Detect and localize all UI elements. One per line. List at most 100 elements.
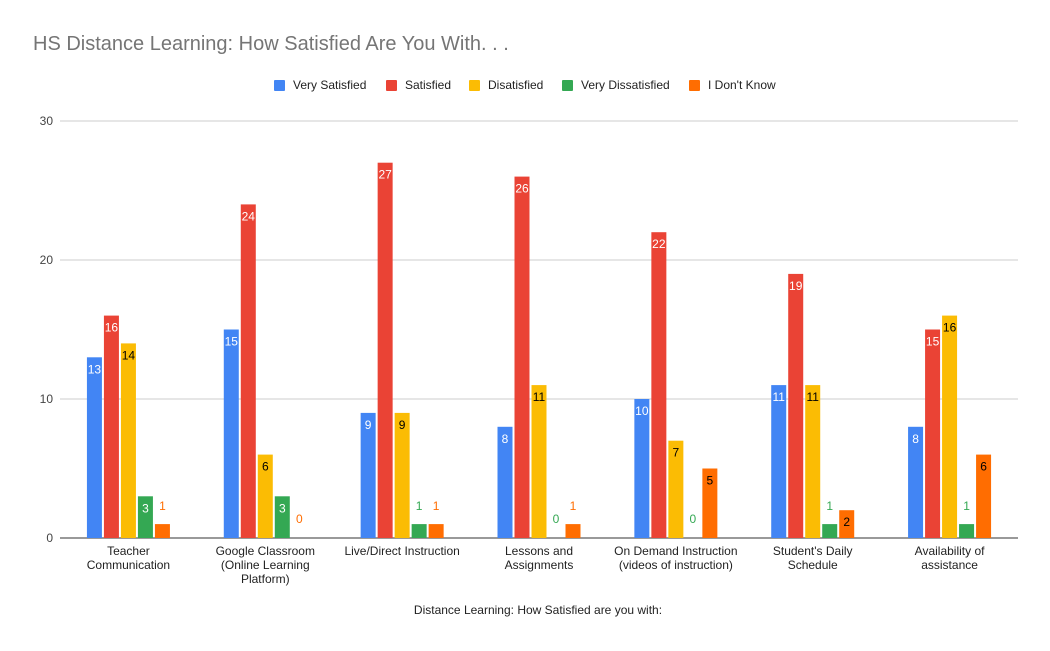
data-label: 15 [926,335,940,349]
legend: Very Satisfied Satisfied Disatisfied Ver… [0,76,1050,94]
x-category-label-line: Schedule [788,558,838,572]
bar [805,385,821,538]
bar [565,524,581,538]
data-label: 1 [826,499,833,513]
chart-title: HS Distance Learning: How Satisfied Are … [33,33,509,55]
data-label: 9 [365,418,372,432]
bar [394,412,410,538]
bar [839,510,855,538]
legend-item-very-satisfied[interactable]: Very Satisfied [274,76,366,94]
x-category-label: On Demand Instruction (videos of instruct… [614,544,737,572]
data-label: 11 [806,390,819,404]
data-label: 11 [533,390,546,404]
legend-swatch-very-dissatisfied [562,79,573,91]
data-label: 1 [433,499,440,513]
legend-item-disatisfied[interactable]: Disatisfied [469,76,543,94]
bar [651,232,667,538]
bar [771,385,787,538]
legend-label: I Don't Know [708,78,776,92]
y-tick-label: 30 [40,114,54,128]
data-label: 2 [843,515,850,529]
data-label: 3 [279,501,286,515]
x-category-label: Student's Daily Schedule [773,544,853,572]
x-category-label-line: (Online Learning [221,558,310,572]
x-category-label-line: Student's Daily [773,544,853,558]
data-label: 26 [515,182,529,196]
data-label: 8 [912,432,919,446]
data-label: 1 [416,499,423,513]
x-category-label-line: Google Classroom [216,544,315,558]
data-label: 1 [159,499,166,513]
data-label: 19 [789,279,803,293]
bar [702,468,718,538]
data-label: 16 [943,321,957,335]
x-category-label-line: Lessons and [505,544,573,558]
bar [788,273,804,538]
bar [634,399,650,538]
bar [240,204,256,538]
legend-item-satisfied[interactable]: Satisfied [386,76,451,94]
bar [531,385,547,538]
data-label: 0 [296,512,303,526]
data-label: 15 [225,335,239,349]
legend-label: Very Dissatisfied [581,78,670,92]
bars [86,162,992,538]
bar [497,426,513,538]
data-label: 16 [105,321,119,335]
data-label: 3 [142,501,149,515]
bar [377,162,393,538]
bar [959,524,975,538]
bar [514,176,530,538]
y-axis-tick-labels: 0 10 20 30 [40,114,54,545]
legend-item-very-dissatisfied[interactable]: Very Dissatisfied [562,76,670,94]
data-label: 5 [707,474,714,488]
legend-swatch-i-dont-know [689,79,700,91]
data-label: 10 [635,404,649,418]
y-tick-label: 20 [40,253,54,267]
bar [411,524,427,538]
bar [137,496,153,538]
data-label: 7 [673,446,680,460]
data-label: 8 [502,432,509,446]
bar [428,524,444,538]
bar [925,329,941,538]
x-category-label: Teacher Communication [87,544,170,572]
bar [360,412,376,538]
data-label: 14 [122,348,136,362]
bar [86,357,102,538]
bar [120,343,136,538]
x-category-label-line: (videos of instruction) [619,558,733,572]
bar [822,524,838,538]
x-category-label: Google Classroom (Online Learning Platform… [216,544,315,586]
legend-swatch-very-satisfied [274,79,285,91]
legend-swatch-satisfied [386,79,397,91]
y-tick-label: 0 [46,531,53,545]
y-tick-label: 10 [40,392,54,406]
x-category-label-line: Platform) [241,572,290,586]
x-category-label: Lessons and Assignments [505,544,574,572]
legend-item-i-dont-know[interactable]: I Don't Know [689,76,776,94]
bar [154,524,170,538]
x-axis-category-labels: Teacher Communication Google Classroom (Onl… [87,544,985,586]
x-category-label-line: assistance [921,558,978,572]
data-label: 22 [652,237,666,251]
data-label: 0 [553,512,560,526]
data-label: 13 [88,362,102,376]
data-label: 1 [963,499,970,513]
data-label: 1 [570,499,577,513]
data-label: 11 [772,390,785,404]
x-category-label-line: On Demand Instruction [614,544,737,558]
bar [976,454,992,538]
data-label: 27 [378,168,392,182]
legend-label: Very Satisfied [293,78,367,92]
data-label: 6 [262,460,269,474]
x-category-label-line: Live/Direct Instruction [344,544,459,558]
legend-swatch-disatisfied [469,79,480,91]
data-label: 6 [980,460,987,474]
legend-label: Satisfied [405,78,452,92]
x-category-label-line: Communication [87,558,170,572]
data-label: 9 [399,418,406,432]
x-category-label: Availability of assistance [915,544,985,572]
legend-label: Disatisfied [488,78,544,92]
